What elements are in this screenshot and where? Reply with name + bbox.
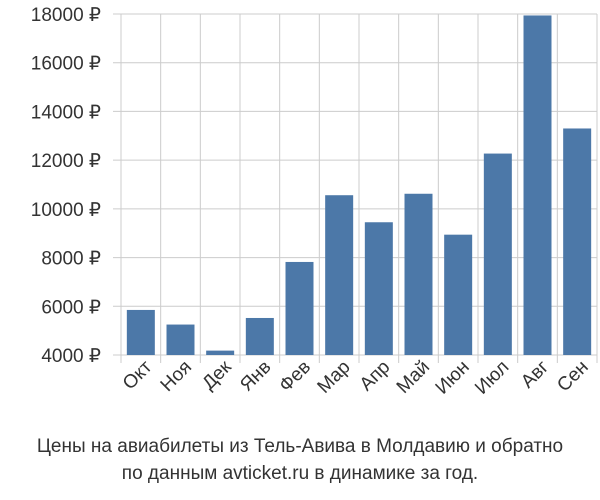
bar — [364, 222, 393, 355]
x-tick-label: Дек — [198, 356, 236, 394]
y-tick-label: 18000 ₽ — [31, 5, 101, 26]
bar — [166, 324, 195, 355]
x-tick-label: Авг — [517, 357, 553, 393]
bar — [285, 261, 314, 355]
y-tick-label: 12000 ₽ — [31, 151, 101, 172]
bar — [563, 128, 592, 355]
x-tick-label: Апр — [356, 357, 395, 396]
y-tick-label: 16000 ₽ — [31, 54, 101, 75]
bar — [444, 234, 473, 355]
x-tick-label: Ноя — [157, 357, 196, 396]
x-tick-label: Янв — [236, 357, 275, 396]
bar — [404, 193, 433, 355]
y-tick-label: 4000 ₽ — [41, 346, 101, 367]
y-tick-label: 10000 ₽ — [31, 200, 101, 221]
bar-chart: 4000 ₽ 6000 ₽ 8000 ₽ 10000 ₽ 12000 ₽ 14000 ₽ 1… — [31, 5, 598, 399]
x-tick-label: Окт — [119, 356, 157, 394]
x-tick-label: Июл — [471, 357, 513, 399]
x-tick-label: Фев — [275, 357, 315, 397]
bar — [126, 309, 155, 355]
bar — [325, 195, 354, 355]
bar — [523, 15, 552, 356]
y-tick-label: 6000 ₽ — [41, 297, 101, 318]
chart-caption-line-2: по данным avticket.ru в динамике за год. — [121, 463, 479, 484]
bar — [483, 153, 512, 355]
x-tick-label: Сен — [553, 357, 592, 396]
chart-caption-line-1: Цены на авиабилеты из Тель-Авива в Молда… — [36, 436, 564, 457]
y-tick-label: 8000 ₽ — [41, 249, 101, 270]
y-tick-label: 14000 ₽ — [31, 102, 101, 123]
bar — [245, 317, 274, 355]
bar — [206, 350, 235, 355]
